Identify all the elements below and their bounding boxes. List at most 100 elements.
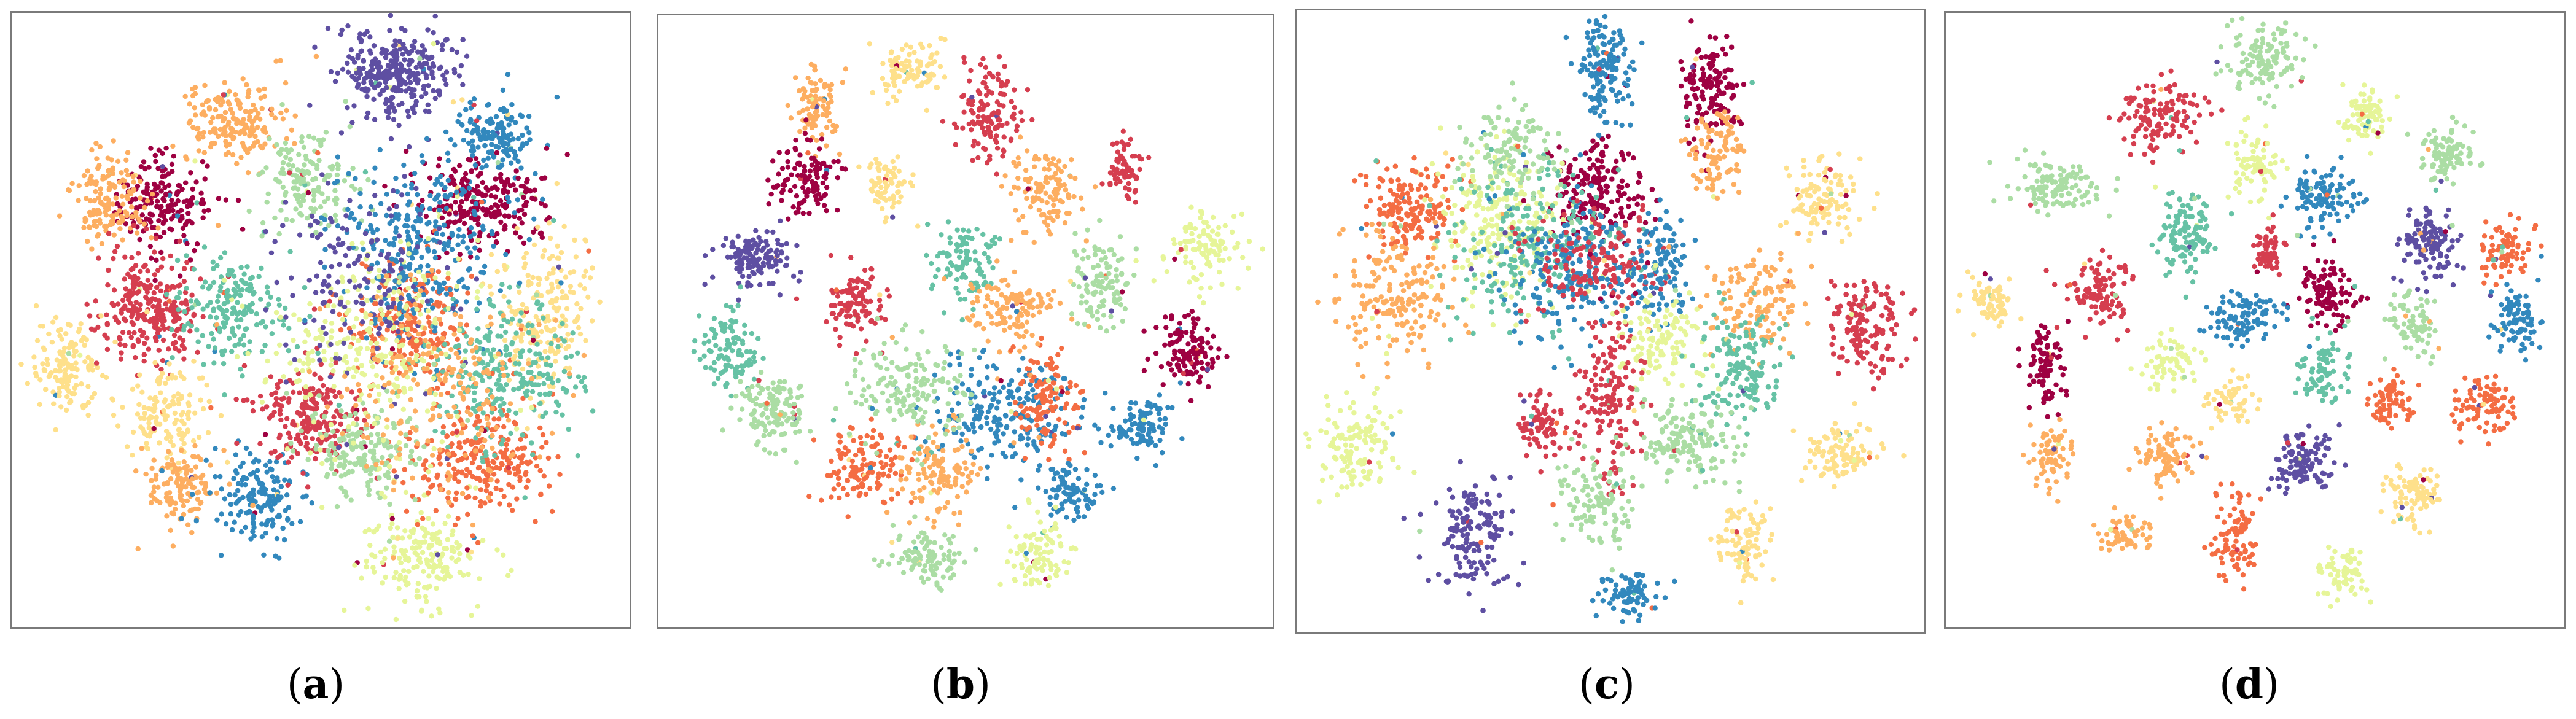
point [160, 255, 166, 262]
point [883, 87, 889, 93]
point [314, 220, 321, 225]
point [521, 255, 527, 261]
point [416, 456, 423, 462]
point [509, 115, 515, 120]
point [283, 140, 289, 146]
point [216, 293, 221, 299]
point [203, 490, 209, 496]
point [123, 221, 128, 227]
point [406, 293, 412, 298]
point [443, 371, 449, 377]
point [345, 335, 351, 341]
point [274, 142, 279, 147]
point [539, 293, 544, 298]
point [448, 292, 454, 297]
cluster-a-8 [133, 443, 232, 551]
point [404, 69, 410, 75]
point [506, 502, 512, 508]
point [480, 410, 486, 416]
point [561, 223, 567, 230]
point [196, 136, 201, 142]
point [325, 195, 331, 201]
point [345, 23, 351, 29]
point [310, 177, 316, 182]
point [488, 321, 494, 327]
point [379, 71, 385, 77]
point [399, 342, 405, 348]
point [421, 84, 427, 89]
point [330, 368, 336, 374]
point [306, 332, 311, 338]
point [149, 235, 154, 241]
point [307, 314, 313, 319]
point [153, 236, 159, 241]
point [120, 330, 126, 335]
point [188, 170, 193, 176]
point [322, 199, 327, 204]
point [221, 361, 227, 367]
point [538, 491, 544, 497]
point [66, 351, 72, 356]
point [262, 141, 268, 147]
point [154, 321, 160, 326]
point [139, 446, 144, 451]
point [374, 416, 380, 421]
point [332, 188, 338, 193]
point [68, 341, 74, 347]
point [176, 306, 181, 313]
point [512, 149, 517, 155]
point [327, 400, 334, 406]
point [513, 120, 518, 125]
point [165, 346, 171, 352]
point [318, 260, 324, 265]
point [379, 460, 385, 465]
point [475, 414, 480, 419]
point [428, 551, 434, 558]
point [493, 194, 498, 200]
point [100, 176, 106, 182]
point [357, 397, 363, 403]
point [570, 330, 576, 336]
point [221, 278, 227, 283]
point [388, 136, 394, 142]
point [371, 43, 377, 49]
point [560, 289, 565, 295]
point [434, 586, 439, 591]
point [307, 386, 313, 392]
point [264, 200, 270, 205]
point [396, 329, 401, 335]
point [354, 70, 359, 76]
point [474, 344, 479, 351]
point [471, 397, 477, 403]
point [465, 418, 470, 423]
point [345, 60, 350, 66]
point [420, 43, 425, 49]
point [463, 370, 469, 375]
point [172, 507, 178, 512]
point [263, 307, 268, 313]
point [207, 490, 213, 496]
point [269, 392, 275, 397]
point [530, 337, 536, 343]
point [403, 557, 408, 562]
point [155, 268, 161, 273]
point [481, 351, 486, 357]
point [310, 436, 315, 441]
point [556, 264, 561, 270]
point [388, 444, 394, 449]
point [233, 468, 239, 474]
point [31, 354, 37, 360]
point [189, 292, 195, 298]
point [188, 298, 194, 304]
point [519, 383, 525, 389]
point [103, 196, 109, 201]
point [218, 553, 224, 558]
point [443, 129, 449, 135]
point [456, 355, 461, 360]
point [485, 155, 491, 161]
point [460, 385, 466, 391]
point [398, 430, 404, 436]
point [163, 494, 170, 500]
point [337, 455, 342, 461]
point [440, 430, 446, 435]
